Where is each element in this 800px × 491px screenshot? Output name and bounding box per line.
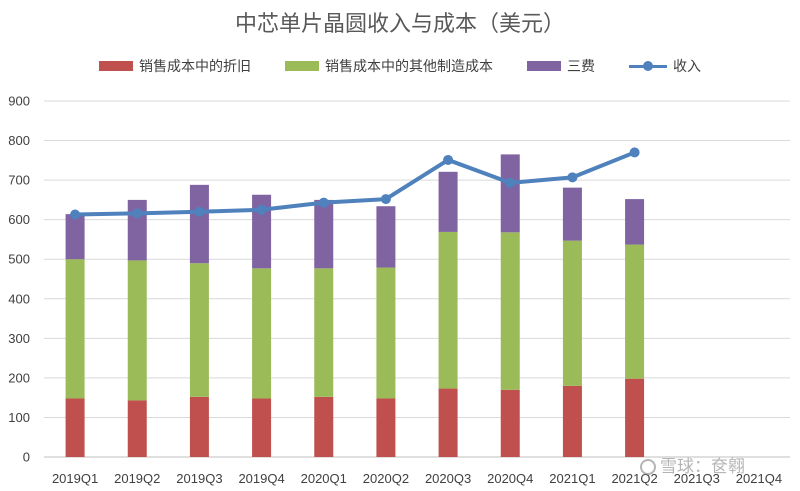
y-tick-label: 400 — [8, 291, 30, 306]
bar-depreciation-2021Q2 — [625, 378, 645, 457]
y-tick-label: 300 — [8, 331, 30, 346]
revenue-point-2020Q2 — [380, 194, 391, 205]
legend-label-revenue: 收入 — [673, 59, 701, 75]
gridlines — [44, 100, 790, 458]
bars — [65, 154, 645, 457]
revenue-point-2019Q2 — [132, 208, 143, 219]
bar-depreciation-2019Q1 — [65, 398, 85, 457]
x-axis-ticks: 2019Q1 2019Q2 2019Q3 2019Q4 2020Q1 2020Q2 2020… — [52, 471, 782, 486]
y-tick-label: 500 — [8, 252, 30, 267]
x-tick-label: 2020Q4 — [487, 471, 533, 486]
x-tick-label: 2019Q1 — [52, 471, 98, 486]
bar-expenses-2020Q2 — [376, 206, 396, 268]
x-tick-label: 2021Q3 — [674, 471, 720, 486]
x-tick-label: 2019Q3 — [176, 471, 222, 486]
bar-expenses-2019Q3 — [189, 184, 209, 264]
revenue-point-2020Q4 — [505, 177, 516, 188]
bar-depreciation-2019Q2 — [127, 400, 147, 457]
legend-item-other-cost: 销售成本中的其他制造成本 — [285, 56, 493, 76]
bar-other-cost-2020Q2 — [376, 267, 396, 399]
bar-depreciation-2019Q3 — [189, 396, 209, 457]
x-tick-label: 2021Q4 — [736, 471, 782, 486]
legend-label-expenses: 三费 — [567, 59, 595, 75]
bar-expenses-2020Q1 — [314, 199, 334, 269]
watermark-text: 雪球：奁翱 — [660, 457, 745, 477]
bar-other-cost-2021Q1 — [562, 240, 582, 386]
watermark: 雪球：奁翱 — [640, 452, 745, 477]
bar-expenses-2019Q1 — [65, 214, 85, 260]
bar-other-cost-2019Q2 — [127, 260, 147, 401]
snowball-logo-icon — [640, 459, 656, 475]
bar-depreciation-2020Q1 — [314, 396, 334, 457]
y-tick-label: 0 — [23, 450, 30, 465]
revenue-point-2021Q2 — [629, 147, 640, 158]
revenue-point-2020Q3 — [443, 154, 454, 165]
legend-label-other-cost: 销售成本中的其他制造成本 — [325, 59, 493, 75]
legend-item-revenue: 收入 — [629, 56, 701, 76]
y-tick-label: 100 — [8, 410, 30, 425]
bar-expenses-2019Q4 — [252, 194, 272, 269]
y-tick-label: 700 — [8, 173, 30, 188]
revenue-point-2019Q4 — [256, 204, 267, 215]
legend-swatch-expenses — [527, 61, 561, 71]
legend-swatch-revenue — [629, 61, 667, 71]
revenue-point-2019Q3 — [194, 206, 205, 217]
legend-label-depreciation: 销售成本中的折旧 — [139, 59, 251, 75]
legend-item-depreciation: 销售成本中的折旧 — [99, 56, 251, 76]
y-tick-label: 800 — [8, 133, 30, 148]
x-tick-label: 2021Q1 — [549, 471, 595, 486]
revenue-line-path — [75, 150, 636, 217]
bar-other-cost-2020Q4 — [500, 232, 520, 390]
bar-other-cost-2021Q2 — [625, 244, 645, 379]
y-axis-ticks: 0 100 200 300 400 500 600 700 800 900 — [8, 94, 30, 465]
revenue-point-2019Q1 — [70, 209, 81, 220]
bar-depreciation-2019Q4 — [252, 398, 272, 457]
legend-swatch-other-cost — [285, 61, 319, 71]
bar-other-cost-2020Q3 — [438, 231, 458, 389]
x-tick-label: 2020Q3 — [425, 471, 471, 486]
bar-depreciation-2020Q3 — [438, 388, 458, 457]
legend-swatch-depreciation — [99, 61, 133, 71]
bar-other-cost-2019Q4 — [252, 268, 272, 399]
bar-expenses-2021Q2 — [625, 199, 645, 245]
x-tick-label: 2020Q2 — [363, 471, 409, 486]
bar-other-cost-2019Q3 — [189, 263, 209, 397]
x-tick-label: 2020Q1 — [301, 471, 347, 486]
bar-depreciation-2020Q2 — [376, 398, 396, 457]
bar-depreciation-2021Q1 — [562, 385, 582, 457]
legend: 销售成本中的折旧 销售成本中的其他制造成本 三费 收入 — [0, 56, 800, 76]
y-tick-label: 600 — [8, 212, 30, 227]
bar-expenses-2020Q3 — [438, 171, 458, 232]
bar-depreciation-2020Q4 — [500, 389, 520, 457]
bar-expenses-2021Q1 — [562, 187, 582, 241]
revenue-line — [70, 147, 640, 220]
revenue-point-2020Q1 — [318, 197, 329, 208]
x-tick-label: 2019Q2 — [114, 471, 160, 486]
bar-other-cost-2019Q1 — [65, 259, 85, 399]
y-tick-label: 900 — [8, 94, 30, 109]
legend-item-expenses: 三费 — [527, 56, 595, 76]
chart-title: 中芯单片晶圆收入与成本（美元） — [234, 12, 565, 37]
y-tick-label: 200 — [8, 370, 30, 385]
revenue-point-2021Q1 — [567, 172, 578, 183]
bar-other-cost-2020Q1 — [314, 268, 334, 397]
bar-expenses-2020Q4 — [500, 154, 520, 233]
x-tick-label: 2019Q4 — [238, 471, 284, 486]
